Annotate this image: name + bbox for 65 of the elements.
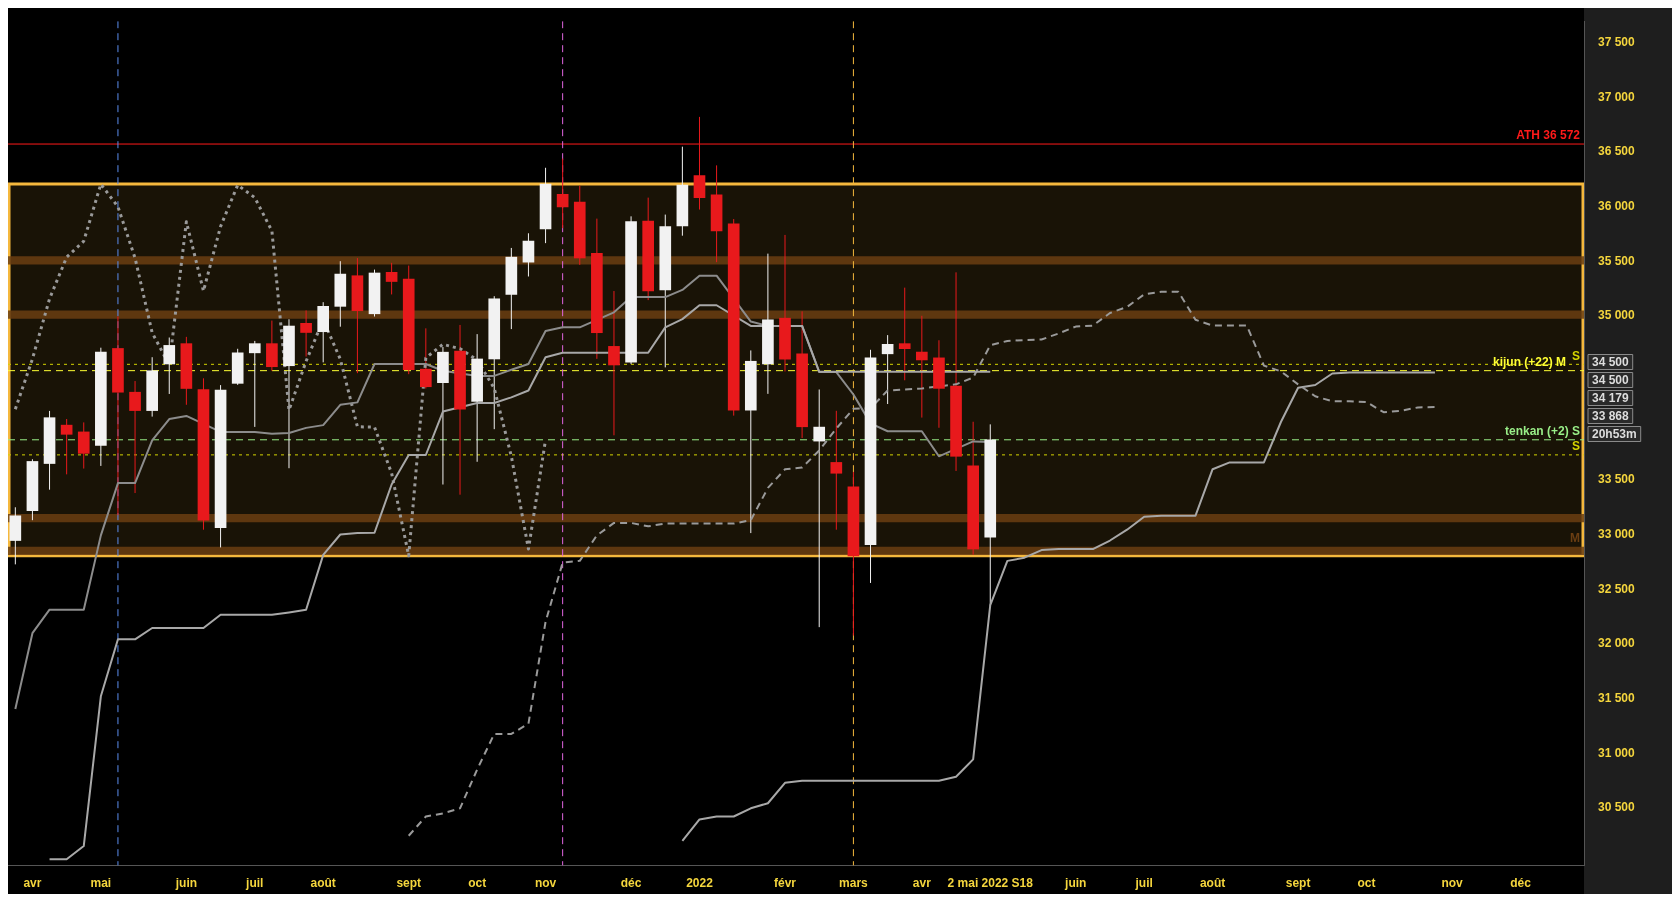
y-tick-label: 35 500 bbox=[1598, 253, 1636, 268]
x-tick-label: juin bbox=[1064, 876, 1087, 891]
x-tick-label: 2 mai 2022 S18 bbox=[947, 876, 1034, 891]
y-tick-label: 32 000 bbox=[1598, 636, 1636, 651]
text: 34 179 bbox=[1592, 390, 1630, 405]
x-tick-label: mai bbox=[90, 876, 112, 891]
candlestick bbox=[266, 320, 278, 372]
x-tick-label: 2022 bbox=[686, 876, 714, 891]
y-tick-label: 37 000 bbox=[1598, 89, 1636, 104]
x-tick-label: août bbox=[1199, 876, 1226, 891]
ref-line-label: S bbox=[1571, 348, 1580, 363]
candlestick bbox=[77, 421, 90, 470]
y-tick-label: 37 500 bbox=[1598, 34, 1636, 49]
candlestick bbox=[916, 315, 928, 419]
y-tick-label: 36 000 bbox=[1598, 198, 1636, 213]
x-tick-label: sept bbox=[396, 876, 422, 891]
candlestick bbox=[163, 337, 176, 395]
x-tick-label: avr bbox=[23, 876, 42, 891]
x-tick-label: déc bbox=[620, 876, 642, 891]
candlestick bbox=[522, 232, 535, 277]
candlestick bbox=[385, 262, 398, 295]
y-tick-label: 35 000 bbox=[1598, 308, 1636, 323]
x-tick-label: juin bbox=[174, 876, 198, 891]
candlestick bbox=[608, 290, 620, 436]
candlestick bbox=[881, 334, 894, 405]
ref-line-label: tenkan (+2) S bbox=[1504, 424, 1580, 439]
x-tick-label: avr bbox=[912, 876, 932, 891]
x-tick-label: nov bbox=[534, 876, 557, 891]
y-tick-label: 36 500 bbox=[1598, 144, 1636, 159]
band-label: M bbox=[1570, 531, 1580, 546]
y-tick-label: 31 500 bbox=[1598, 691, 1636, 706]
x-tick-label: nov bbox=[1441, 876, 1464, 891]
x-tick-label: oct bbox=[1357, 876, 1376, 891]
candlestick bbox=[300, 309, 312, 358]
x-tick-label: oct bbox=[468, 876, 487, 891]
ref-line-label: ATH 36 572 bbox=[1516, 128, 1581, 143]
x-tick-label: juil bbox=[245, 876, 264, 891]
candlestick bbox=[830, 410, 843, 531]
y-tick-label: 31 000 bbox=[1598, 745, 1636, 760]
y-tick-label: 30 500 bbox=[1598, 800, 1636, 815]
x-tick-label: févr bbox=[774, 876, 797, 891]
text: 34 500 bbox=[1592, 372, 1630, 387]
x-tick-label: août bbox=[310, 876, 336, 891]
candlestick bbox=[419, 327, 432, 389]
candlestick bbox=[693, 116, 706, 211]
x-tick-label: déc bbox=[1510, 876, 1532, 891]
candlestick bbox=[248, 340, 261, 428]
y-tick-label: 32 500 bbox=[1598, 581, 1636, 596]
line-series bbox=[13, 182, 548, 558]
x-tick-label: mars bbox=[839, 876, 869, 891]
x-tick-label: juil bbox=[1134, 876, 1153, 891]
candlestick bbox=[898, 287, 911, 381]
y-tick-label: 33 000 bbox=[1598, 527, 1636, 542]
text: 20h53m bbox=[1592, 426, 1637, 441]
candlestick bbox=[813, 388, 826, 628]
ref-line-label: kijun (+22) M bbox=[1492, 354, 1566, 369]
text: 34 500 bbox=[1592, 354, 1630, 369]
y-tick-label: 33 500 bbox=[1598, 472, 1636, 487]
x-tick-label: sept bbox=[1285, 876, 1311, 891]
candlestick bbox=[129, 380, 141, 494]
ref-line-label: S bbox=[1571, 439, 1580, 454]
text: 33 868 bbox=[1592, 408, 1630, 423]
line-series bbox=[407, 290, 1436, 837]
candlestick bbox=[60, 418, 73, 475]
candlestick bbox=[556, 158, 569, 229]
